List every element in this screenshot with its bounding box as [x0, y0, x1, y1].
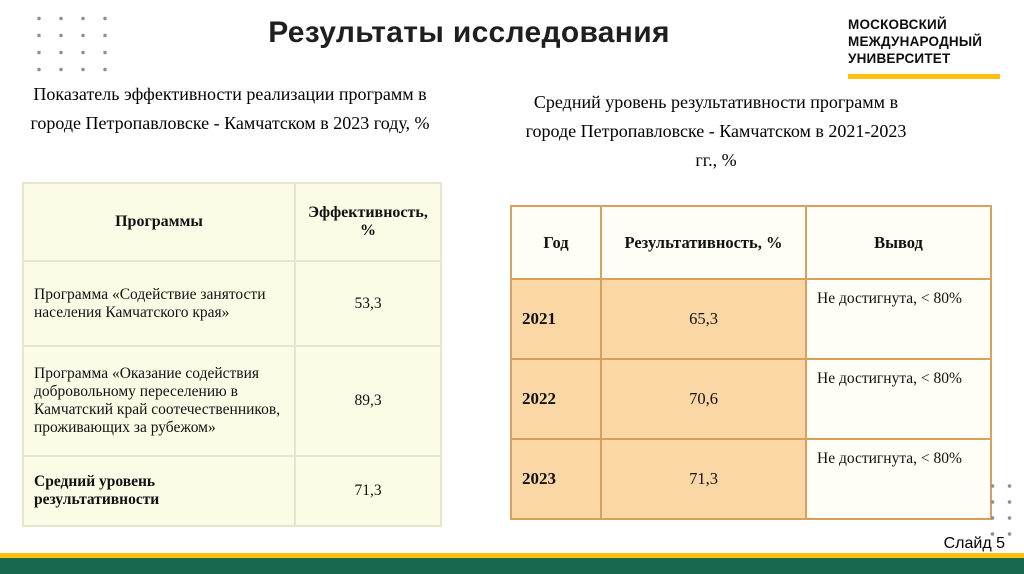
table-row: Программа «Оказание содействия доброволь… [22, 345, 442, 457]
table-row: 2023 71,3 Не достигнута, < 80% [510, 438, 992, 520]
left-section-heading: Показатель эффективности реализации прог… [30, 84, 430, 133]
right-section-heading: Средний уровень результативности програм… [525, 92, 907, 170]
program-name: Программа «Оказание содействия доброволь… [22, 345, 296, 457]
logo-underline [848, 73, 1000, 79]
program-value: 89,3 [294, 345, 442, 457]
column-header-programs: Программы [22, 182, 296, 262]
logo-line-3: УНИВЕРСИТЕТ [848, 50, 951, 66]
table-row: 2022 70,6 Не достигнута, < 80% [510, 358, 992, 440]
year-cell: 2023 [510, 438, 602, 520]
effectiveness-table: Программы Эффективность, % Программа «Со… [22, 182, 442, 527]
conclusion-cell: Не достигнута, < 80% [805, 438, 992, 520]
footer-bar [0, 558, 1024, 574]
year-cell: 2021 [510, 278, 602, 360]
footer-accent-line [0, 553, 1024, 558]
table-row: Программа «Содействие занятости населени… [22, 260, 442, 347]
logo-line-1: МОСКОВСКИЙ [848, 17, 947, 32]
average-level-value: 71,3 [294, 455, 442, 527]
program-value: 53,3 [294, 260, 442, 347]
table-row: Средний уровень результативности 71,3 [22, 455, 442, 527]
column-header-year: Год [510, 205, 602, 280]
table-header-row: Год Результативность, % Вывод [510, 205, 992, 280]
table-header-row: Программы Эффективность, % [22, 182, 442, 262]
column-header-result: Результативность, % [600, 205, 807, 280]
dot-grid-decoration-bottom-right [984, 478, 1020, 544]
column-header-conclusion: Вывод [805, 205, 992, 280]
dot-grid-decoration-top-left [28, 10, 114, 82]
slide-number: Слайд 5 [943, 535, 1005, 552]
logo-line-2: МЕЖДУНАРОДНЫЙ [848, 33, 983, 49]
university-logo: МОСКОВСКИЙ МЕЖДУНАРОДНЫЙ УНИВЕРСИТЕТ [848, 17, 1000, 79]
result-cell: 70,6 [600, 358, 807, 440]
result-cell: 71,3 [600, 438, 807, 520]
table-row: 2021 65,3 Не достигнута, < 80% [510, 278, 992, 360]
average-level-label: Средний уровень результативности [22, 455, 296, 527]
conclusion-cell: Не достигнута, < 80% [805, 358, 992, 440]
column-header-effectiveness: Эффективность, % [294, 182, 442, 262]
result-cell: 65,3 [600, 278, 807, 360]
conclusion-cell: Не достигнута, < 80% [805, 278, 992, 360]
page-title: Результаты исследования [268, 16, 670, 49]
results-by-year-table: Год Результативность, % Вывод 2021 65,3 … [510, 205, 992, 520]
program-name: Программа «Содействие занятости населени… [22, 260, 296, 347]
year-cell: 2022 [510, 358, 602, 440]
